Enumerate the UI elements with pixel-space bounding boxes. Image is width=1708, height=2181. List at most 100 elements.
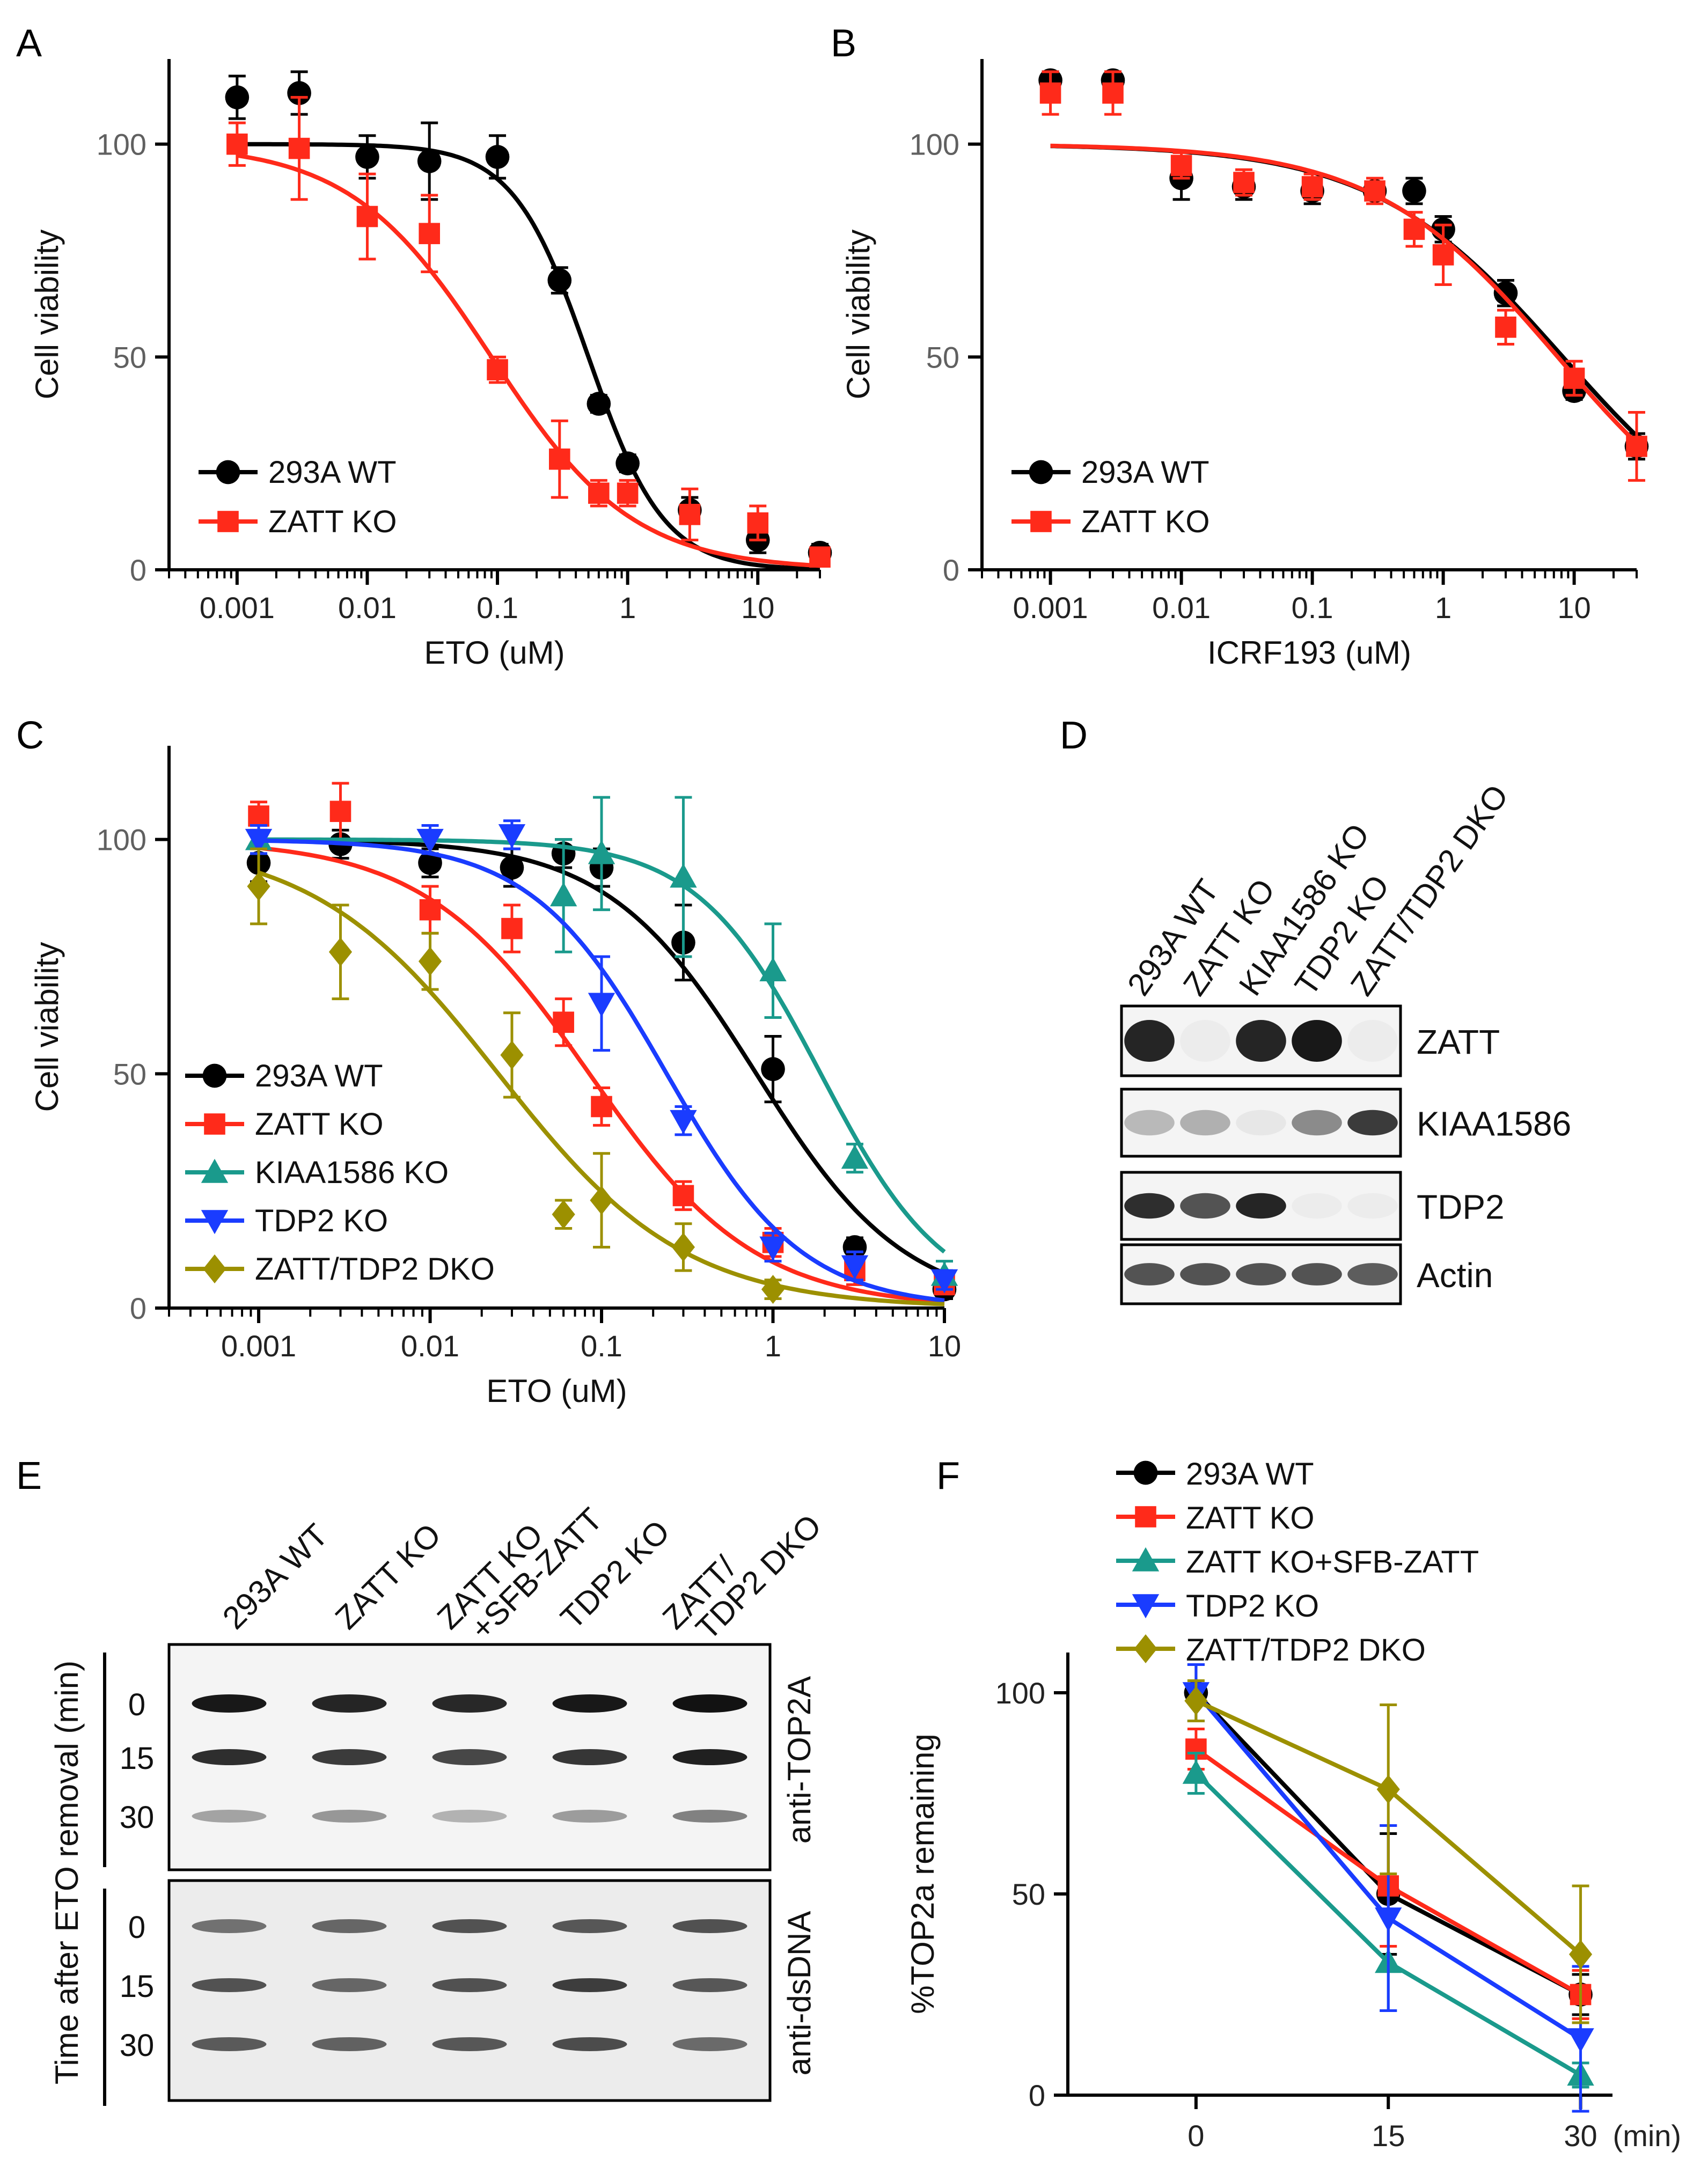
blot-row-tdp2: TDP2	[1120, 1171, 1505, 1241]
legend-label: ZATT/TDP2 DKO	[255, 1252, 495, 1287]
legend-item: ZATT KO	[1116, 1501, 1315, 1536]
blot-row-zatt: ZATT	[1120, 1004, 1500, 1077]
data-point	[1184, 1686, 1208, 1715]
band	[1347, 1110, 1398, 1136]
band	[1236, 1263, 1286, 1286]
x-tick-label: 1	[619, 591, 636, 625]
data-point	[590, 1186, 613, 1215]
x-tick-label: 30	[1564, 2119, 1597, 2153]
data-point	[247, 872, 270, 901]
lane-label: 293A WT	[216, 1517, 335, 1636]
legend-marker	[216, 460, 240, 484]
data-point	[588, 840, 615, 864]
legend-label: ZATT KO	[1186, 1501, 1315, 1536]
panel-c-chart: 0 50 100 0.001 0.01 0.1 1 10 ETO (uM) Cell viabil…	[29, 746, 961, 1409]
data-point	[288, 137, 310, 159]
legend-item: ZATT KO	[199, 504, 397, 539]
band	[432, 1978, 507, 1992]
band	[1292, 1263, 1342, 1286]
blot-row-label: Actin	[1417, 1256, 1493, 1295]
legend-label: ZATT/TDP2 DKO	[1186, 1633, 1426, 1668]
legend-label: ZATT KO	[268, 504, 397, 539]
data-point	[617, 482, 639, 504]
data-point	[549, 882, 577, 907]
y-tick-label: 50	[113, 340, 146, 374]
blot-row-actin: Actin	[1120, 1243, 1493, 1305]
data-point	[1567, 2028, 1594, 2053]
band	[192, 1978, 267, 1992]
legend-label: ZATT KO	[255, 1107, 384, 1142]
band	[1124, 1263, 1175, 1286]
data-point	[245, 828, 273, 853]
x-tick-label: 0.01	[1152, 591, 1211, 625]
legend-marker	[201, 1210, 229, 1235]
data-point	[500, 855, 524, 880]
data-point	[671, 1232, 695, 1262]
data-point	[1432, 244, 1454, 266]
x-tick-label: 0.1	[477, 591, 518, 625]
band	[1124, 1020, 1175, 1062]
legend-marker	[202, 1063, 227, 1088]
x-tick-label: 10	[741, 591, 774, 625]
data-point	[355, 145, 379, 169]
band	[552, 2037, 627, 2051]
data-point	[1170, 155, 1192, 177]
band	[312, 1978, 387, 1992]
legend-label: KIAA1586 KO	[255, 1155, 449, 1190]
band	[672, 1749, 747, 1765]
legend-marker	[203, 1254, 226, 1283]
data-point	[679, 504, 701, 525]
x-tick-label: 0.001	[200, 591, 275, 625]
x-tick-label: 0.001	[1013, 591, 1088, 625]
panel-letter-e: E	[16, 1455, 42, 1497]
band	[552, 1919, 627, 1933]
legend-label: TDP2 KO	[255, 1203, 388, 1238]
data-point	[225, 85, 250, 109]
fit-curve	[237, 142, 820, 571]
data-point	[591, 1096, 612, 1118]
legend-label: 293A WT	[1081, 455, 1209, 490]
data-point	[747, 512, 769, 534]
y-tick-label: 50	[113, 1057, 146, 1091]
band	[1124, 1193, 1175, 1219]
legend-item: TDP2 KO	[185, 1203, 388, 1238]
legend-item: ZATT KO	[185, 1107, 384, 1142]
y-axis-label: Cell viability	[29, 230, 65, 400]
data-point	[1182, 1759, 1210, 1784]
y-tick-label: 100	[995, 1676, 1045, 1710]
band	[1347, 1020, 1398, 1062]
x-tick-label: 10	[1557, 591, 1590, 625]
data-point	[248, 805, 269, 827]
data-point	[329, 801, 351, 823]
series-tdp2-ko	[245, 819, 958, 1303]
band	[672, 1919, 747, 1933]
time-label: 15	[120, 1969, 155, 2004]
legend-item: ZATT/TDP2 DKO	[1116, 1633, 1426, 1668]
data-point	[615, 451, 640, 475]
band	[1347, 1263, 1398, 1286]
data-point	[930, 1269, 958, 1294]
y-axis-label: Cell viability	[29, 942, 65, 1112]
legend-item: 293A WT	[185, 1059, 383, 1093]
data-point	[226, 133, 248, 155]
y-tick-label: 100	[910, 128, 959, 161]
band	[1180, 1193, 1230, 1219]
blot-row-label: ZATT	[1417, 1023, 1500, 1061]
band	[1292, 1193, 1342, 1219]
fit-curve	[1050, 143, 1638, 445]
series-zatt-tdp2-dko	[247, 847, 945, 1306]
lane-label: ZATT KO	[328, 1517, 448, 1636]
series-zatt-ko	[226, 96, 831, 568]
data-point	[841, 1255, 869, 1280]
data-point	[549, 448, 570, 470]
data-point	[498, 824, 526, 849]
y-tick-label: 100	[97, 823, 146, 857]
y-tick-label: 50	[926, 340, 959, 374]
data-point	[841, 1144, 869, 1169]
legend-label: 293A WT	[268, 455, 397, 490]
x-tick-label: 0	[1187, 2119, 1204, 2153]
band	[192, 1810, 267, 1823]
y-axis-label: %TOP2a remaining	[905, 1734, 941, 2014]
